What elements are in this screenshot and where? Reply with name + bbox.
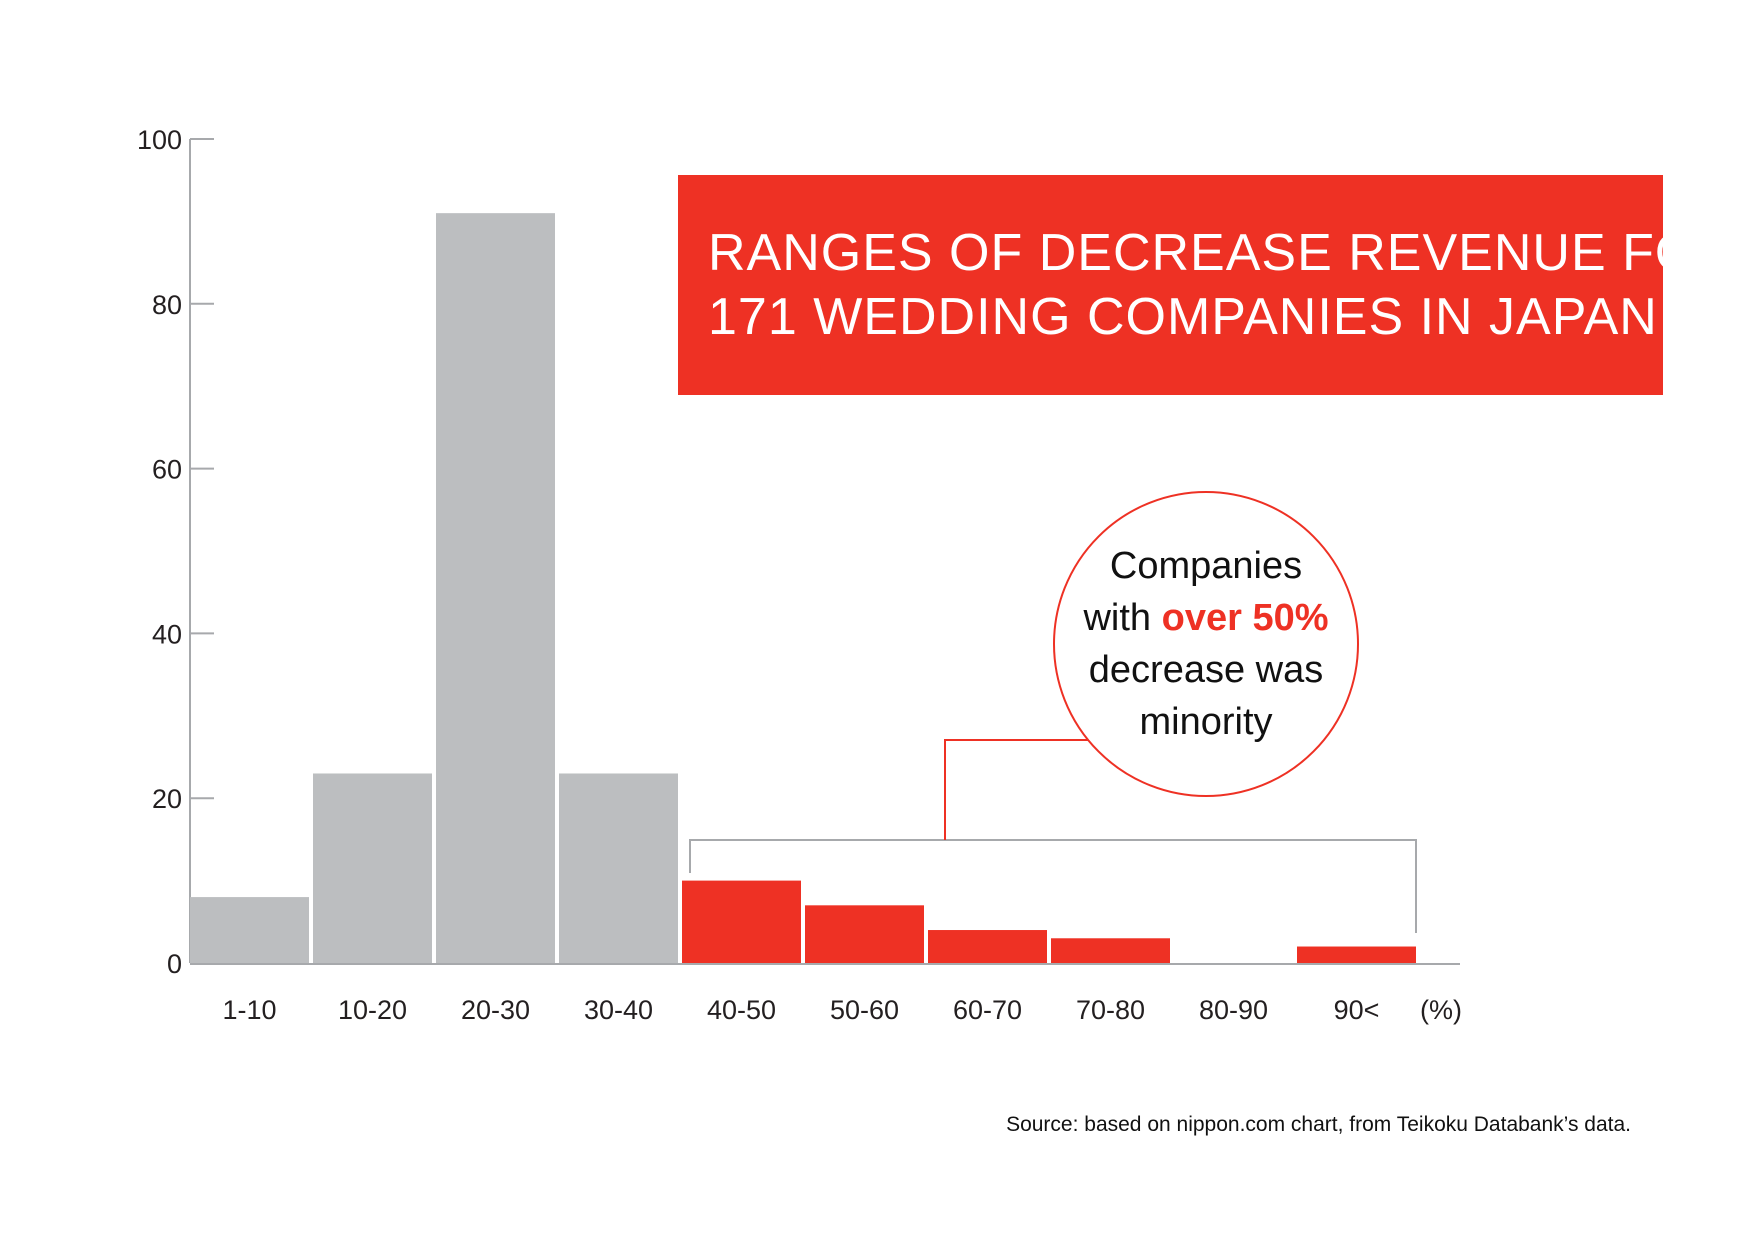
bar xyxy=(1297,946,1416,963)
bar xyxy=(559,773,678,963)
y-tick-label: 80 xyxy=(152,290,182,320)
x-tick-label: 10-20 xyxy=(338,995,407,1025)
x-tick-label: 80-90 xyxy=(1199,995,1268,1025)
annotation-bracket xyxy=(689,839,1417,933)
annotation-highlight: over 50% xyxy=(1161,597,1329,639)
x-tick-label: 50-60 xyxy=(830,995,899,1025)
bar xyxy=(1051,938,1170,963)
y-tick-label: 60 xyxy=(152,455,182,485)
x-tick-label: 60-70 xyxy=(953,995,1022,1025)
bar xyxy=(313,773,432,963)
x-tick-label: 1-10 xyxy=(222,995,276,1025)
y-tick-label: 20 xyxy=(152,784,182,814)
x-tick-label: 70-80 xyxy=(1076,995,1145,1025)
x-tick-label: 90< xyxy=(1334,995,1380,1025)
bars xyxy=(190,213,1416,963)
bar xyxy=(190,897,309,963)
y-tick-label: 100 xyxy=(137,125,182,155)
y-tick-label: 0 xyxy=(167,949,182,979)
x-axis-labels: 1-10 10-20 20-30 30-40 40-50 50-60 60-70 70-80 8… xyxy=(222,995,1379,1025)
x-axis-unit-label: (%) xyxy=(1420,995,1462,1025)
annotation-line-2-prefix: with xyxy=(1083,597,1162,639)
chart-title-line-2: 171 WEDDING COMPANIES IN JAPAN (2020) xyxy=(708,288,1755,346)
annotation-line-3: decrease was xyxy=(1088,649,1324,691)
x-tick-label: 20-30 xyxy=(461,995,530,1025)
bar xyxy=(805,905,924,963)
chart-title-line-1: RANGES OF DECREASE REVENUE FOR xyxy=(708,224,1735,282)
y-tick-label: 40 xyxy=(152,619,182,649)
annotation-line-4: minority xyxy=(1139,701,1273,743)
annotation-callout: Companies with over 50% decrease was min… xyxy=(1053,491,1359,797)
bar xyxy=(436,213,555,963)
annotation-line-1: Companies xyxy=(1109,545,1303,587)
chart-title-box: RANGES OF DECREASE REVENUE FOR 171 WEDDI… xyxy=(678,175,1755,395)
annotation-connector xyxy=(944,739,1088,840)
source-note: Source: based on nippon.com chart, from … xyxy=(1006,1113,1631,1136)
x-tick-label: 30-40 xyxy=(584,995,653,1025)
bar xyxy=(682,880,801,963)
bar xyxy=(928,930,1047,963)
annotation-line-2: with over 50% xyxy=(1083,592,1328,644)
y-axis: 0 20 40 60 80 100 xyxy=(137,125,214,979)
x-tick-label: 40-50 xyxy=(707,995,776,1025)
